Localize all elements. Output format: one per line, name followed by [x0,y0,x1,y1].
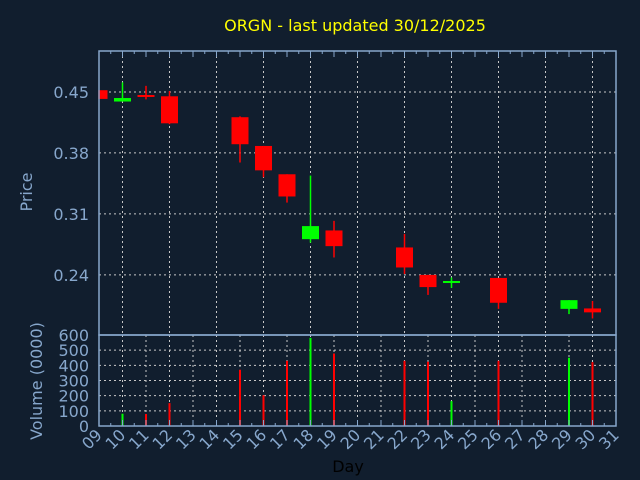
volume-bar [403,360,406,426]
candle-body [584,308,601,313]
tick-labels: 0.450.380.310.24010020030040050060009101… [53,83,622,453]
volume-tick-label: 200 [58,387,89,406]
volume-bar [121,413,124,426]
volume-bar [262,395,265,426]
volume-tick-label: 100 [58,402,89,421]
candle-body [490,277,507,303]
candle-body [114,98,131,102]
candle-body [560,300,578,309]
volume-axis-label: Volume (0000) [27,322,46,440]
volume-bar [568,357,570,426]
candle-body [325,230,343,247]
price-tick-label: 0.38 [53,144,89,163]
volume-bar [333,353,335,426]
volume-bar [168,403,171,426]
candle-body [137,94,155,97]
candle-body [231,117,249,145]
volume-tick-label: 600 [58,326,89,345]
candle-body [161,96,178,124]
volume-bar [427,361,429,426]
candle-body [99,90,108,99]
chart-title: ORGN - last updated 30/12/2025 [224,16,486,35]
candle-body [419,274,437,288]
volume-bar [497,360,500,426]
volume-bar [286,360,288,426]
volume-bar [239,369,241,426]
price-tick-label: 0.24 [53,266,89,285]
price-axis-label: Price [17,172,36,211]
volume-tick-label: 400 [58,356,89,375]
volume-bar [450,401,453,426]
axes [98,50,617,427]
volume-bar [591,362,594,426]
candle-body [396,247,413,268]
volume-bar [309,337,312,426]
candle-body [302,226,319,240]
price-tick-label: 0.45 [53,83,89,102]
candle-body [443,280,460,283]
price-tick-label: 0.31 [53,205,89,224]
volume-tick-label: 0 [79,417,89,436]
candle-body [255,145,272,171]
x-tick-label: 31 [595,425,623,453]
volume-tick-label: 500 [58,341,89,360]
candle-body [278,174,296,197]
x-axis-label: Day [332,457,364,476]
chart-marks [98,82,601,426]
volume-tick-label: 300 [58,372,89,391]
